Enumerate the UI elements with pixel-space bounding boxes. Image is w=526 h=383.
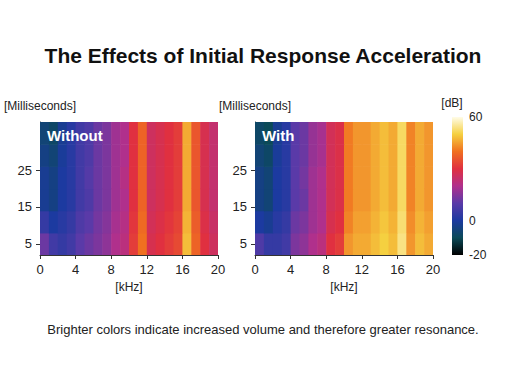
svg-text:8: 8 — [323, 262, 330, 277]
svg-text:20: 20 — [426, 262, 440, 277]
svg-text:Without: Without — [47, 127, 103, 144]
svg-text:[kHz]: [kHz] — [330, 280, 357, 294]
svg-text:12: 12 — [140, 262, 154, 277]
svg-text:5: 5 — [25, 236, 32, 251]
svg-text:8: 8 — [108, 262, 115, 277]
svg-text:15: 15 — [233, 199, 247, 214]
svg-text:[Milliseconds]: [Milliseconds] — [4, 99, 76, 113]
svg-text:-20: -20 — [469, 248, 487, 262]
svg-text:16: 16 — [175, 262, 189, 277]
svg-text:With: With — [262, 127, 294, 144]
svg-text:25: 25 — [18, 163, 32, 178]
svg-text:15: 15 — [18, 199, 32, 214]
svg-text:[kHz]: [kHz] — [115, 280, 142, 294]
svg-text:5: 5 — [240, 236, 247, 251]
svg-text:[Milliseconds]: [Milliseconds] — [219, 99, 291, 113]
svg-text:The Effects of Initial Respons: The Effects of Initial Response Accelera… — [45, 44, 482, 67]
svg-text:Brighter colors indicate incre: Brighter colors indicate increased volum… — [47, 322, 478, 337]
svg-text:0: 0 — [469, 214, 476, 228]
svg-text:[dB]: [dB] — [441, 96, 462, 110]
svg-text:12: 12 — [355, 262, 369, 277]
svg-text:4: 4 — [287, 262, 294, 277]
svg-text:25: 25 — [233, 163, 247, 178]
svg-text:16: 16 — [390, 262, 404, 277]
svg-text:60: 60 — [469, 110, 483, 124]
svg-text:20: 20 — [211, 262, 225, 277]
svg-text:0: 0 — [251, 262, 258, 277]
svg-text:4: 4 — [72, 262, 79, 277]
svg-text:0: 0 — [36, 262, 43, 277]
